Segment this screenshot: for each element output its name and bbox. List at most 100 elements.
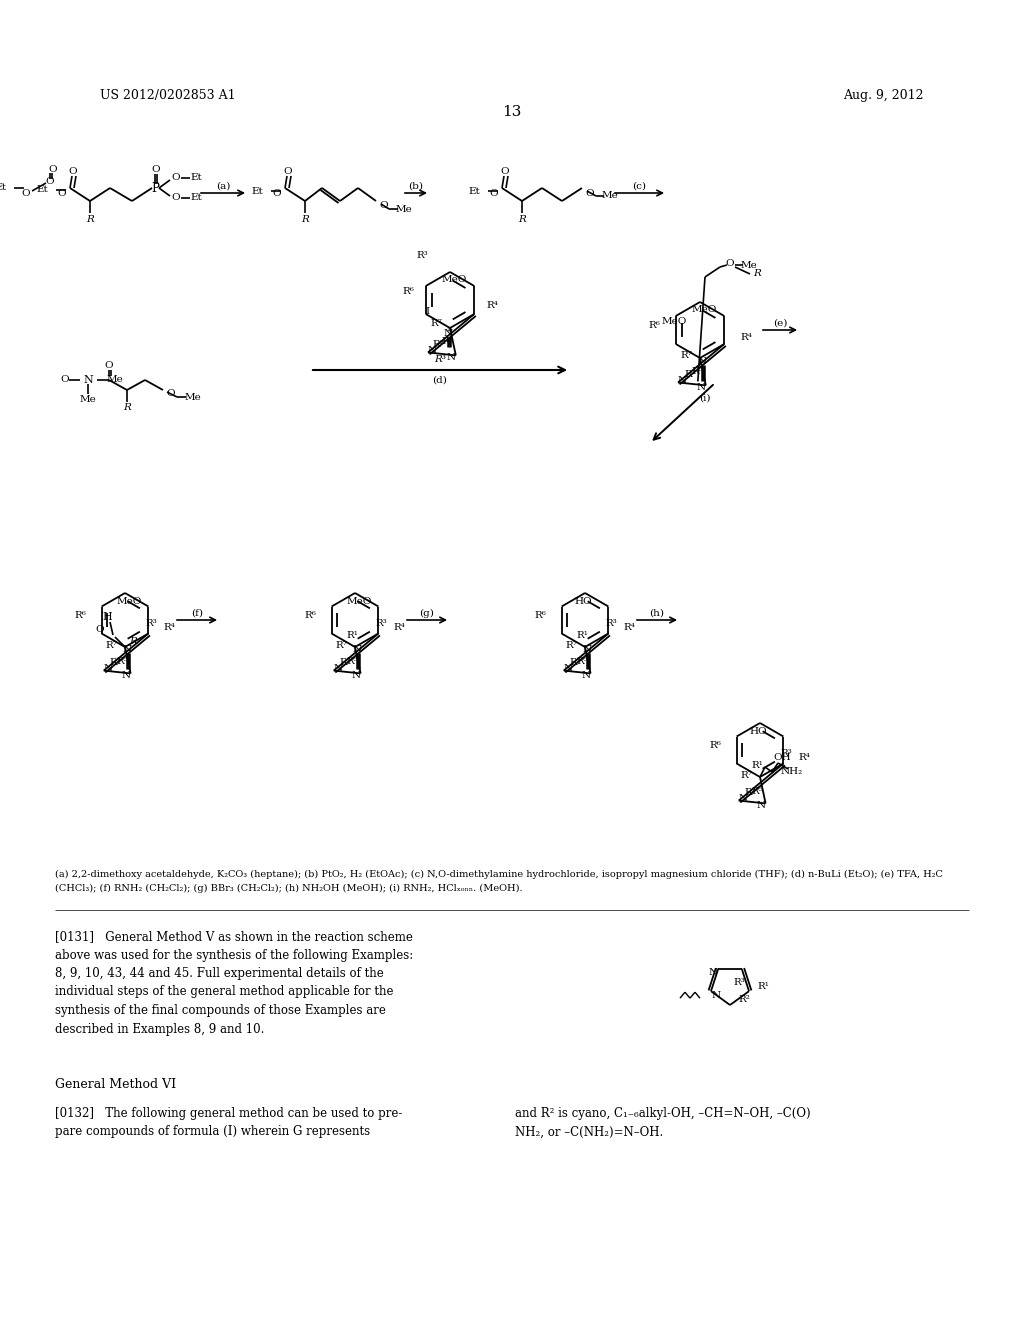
- Text: R³: R³: [605, 619, 617, 628]
- Text: R⁴: R⁴: [740, 334, 752, 342]
- Text: N: N: [712, 991, 721, 999]
- Text: R⁵: R⁵: [751, 787, 763, 796]
- Text: Me: Me: [80, 396, 96, 404]
- Text: N: N: [103, 664, 113, 673]
- Text: (d): (d): [432, 375, 447, 384]
- Text: R⁵: R⁵: [441, 338, 453, 346]
- Text: R³: R³: [734, 978, 745, 987]
- Text: MeO: MeO: [117, 597, 141, 606]
- Text: O: O: [22, 190, 31, 198]
- Text: R⁷: R⁷: [335, 640, 347, 649]
- Text: N: N: [756, 801, 765, 810]
- Text: N: N: [582, 645, 591, 653]
- Text: [0131]   General Method V as shown in the reaction scheme
above was used for the: [0131] General Method V as shown in the …: [55, 931, 414, 1035]
- Text: O: O: [586, 189, 594, 198]
- Text: N: N: [696, 383, 706, 392]
- Text: O: O: [172, 194, 180, 202]
- Text: Et: Et: [36, 186, 48, 194]
- Text: R⁷: R⁷: [565, 640, 577, 649]
- Text: N: N: [581, 671, 590, 680]
- Text: H: H: [102, 612, 112, 622]
- Text: MeO: MeO: [346, 597, 372, 606]
- Text: N: N: [678, 376, 686, 385]
- Text: R²: R²: [569, 659, 582, 667]
- Text: O: O: [284, 168, 292, 177]
- Text: R⁴: R⁴: [486, 301, 498, 309]
- Text: Et: Et: [0, 183, 6, 193]
- Text: R¹: R¹: [577, 631, 588, 639]
- Text: Me: Me: [106, 375, 123, 384]
- Text: R⁴: R⁴: [393, 623, 406, 632]
- Text: Me: Me: [184, 392, 202, 401]
- Text: R⁷: R⁷: [105, 640, 117, 649]
- Text: N: N: [446, 352, 456, 362]
- Text: O: O: [489, 190, 499, 198]
- Text: 13: 13: [503, 106, 521, 119]
- Text: R²: R²: [432, 341, 444, 348]
- Text: R⁶: R⁶: [535, 610, 547, 619]
- Text: (c): (c): [633, 181, 646, 190]
- Text: O: O: [167, 389, 175, 399]
- Text: (i): (i): [699, 393, 711, 403]
- Text: R²: R²: [684, 370, 696, 379]
- Text: R³: R³: [376, 619, 387, 628]
- Text: R³: R³: [416, 251, 428, 260]
- Text: [0132]   The following general method can be used to pre-
pare compounds of form: [0132] The following general method can …: [55, 1107, 402, 1138]
- Text: R⁶: R⁶: [402, 288, 414, 297]
- Text: MeO: MeO: [441, 276, 467, 285]
- Text: (b): (b): [409, 181, 424, 190]
- Text: N: N: [333, 664, 342, 673]
- Text: ≡: ≡: [445, 326, 452, 334]
- Text: (f): (f): [191, 609, 203, 618]
- Text: R²: R²: [738, 995, 750, 1005]
- Text: R⁴: R⁴: [164, 623, 175, 632]
- Text: R: R: [123, 404, 131, 412]
- Text: R: R: [129, 638, 137, 647]
- Text: R²: R²: [744, 788, 757, 797]
- Text: O: O: [172, 173, 180, 182]
- Text: R⁶: R⁶: [304, 610, 316, 619]
- Text: NH₂: NH₂: [781, 767, 803, 776]
- Text: O: O: [272, 190, 282, 198]
- Text: R⁶: R⁶: [710, 741, 722, 750]
- Text: N: N: [427, 346, 436, 355]
- Text: R: R: [753, 269, 761, 279]
- Text: R: R: [301, 214, 309, 223]
- Text: N: N: [709, 969, 718, 977]
- Text: P: P: [152, 181, 159, 194]
- Text: O: O: [104, 362, 114, 371]
- Text: Me: Me: [602, 191, 618, 201]
- Text: O: O: [726, 260, 734, 268]
- Text: US 2012/0202853 A1: US 2012/0202853 A1: [100, 88, 236, 102]
- Text: MeO: MeO: [691, 305, 717, 314]
- Text: R⁵: R⁵: [116, 656, 128, 665]
- Text: Me: Me: [395, 205, 413, 214]
- Text: N: N: [697, 356, 707, 366]
- Text: (CHCl₃); (f) RNH₂ (CH₂Cl₂); (g) BBr₃ (CH₂Cl₂); (h) NH₂OH (MeOH); (i) RNH₂, HClₓₒ: (CHCl₃); (f) RNH₂ (CH₂Cl₂); (g) BBr₃ (CH…: [55, 884, 522, 894]
- Text: R: R: [518, 214, 526, 223]
- Text: N: N: [122, 645, 131, 653]
- Text: R⁷: R⁷: [430, 319, 442, 329]
- Text: Et: Et: [190, 194, 202, 202]
- Text: R¹: R¹: [751, 760, 763, 770]
- Text: R⁷: R⁷: [680, 351, 692, 360]
- Text: O: O: [60, 375, 70, 384]
- Text: Me: Me: [740, 260, 758, 269]
- Text: O: O: [152, 165, 161, 174]
- Text: N: N: [83, 375, 93, 385]
- Text: R⁵: R⁵: [691, 367, 702, 376]
- Text: N: N: [738, 795, 748, 803]
- Text: O: O: [380, 202, 388, 210]
- Text: R⁶: R⁶: [648, 321, 659, 330]
- Text: O: O: [69, 168, 78, 177]
- Text: R⁵: R⁵: [346, 656, 358, 665]
- Text: (a): (a): [216, 181, 230, 190]
- Text: Et: Et: [190, 173, 202, 182]
- Text: R: R: [86, 214, 94, 223]
- Text: Et: Et: [468, 186, 480, 195]
- Text: O: O: [95, 624, 104, 634]
- Text: and R² is cyano, C₁₋₆alkyl-OH, –CH=N–OH, –C(O)
NH₂, or –C(NH₂)=N–OH.: and R² is cyano, C₁₋₆alkyl-OH, –CH=N–OH,…: [515, 1107, 811, 1138]
- Text: R¹: R¹: [757, 982, 769, 991]
- Text: (e): (e): [773, 318, 787, 327]
- Text: (g): (g): [420, 609, 434, 618]
